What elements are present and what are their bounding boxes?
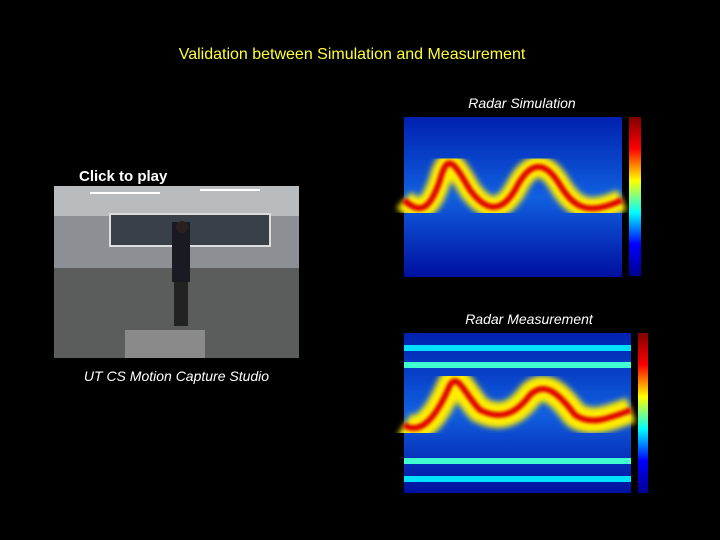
spectrogram-simulation bbox=[396, 117, 641, 277]
play-button[interactable]: Click to play bbox=[79, 168, 168, 185]
spectrogram-measurement bbox=[397, 333, 648, 493]
video-caption: UT CS Motion Capture Studio bbox=[83, 368, 270, 384]
slide-title: Validation between Simulation and Measur… bbox=[178, 46, 526, 63]
video-frame[interactable] bbox=[54, 186, 299, 358]
panel-title: Radar Simulation bbox=[468, 95, 576, 111]
panel-title: Radar Measurement bbox=[465, 311, 593, 327]
